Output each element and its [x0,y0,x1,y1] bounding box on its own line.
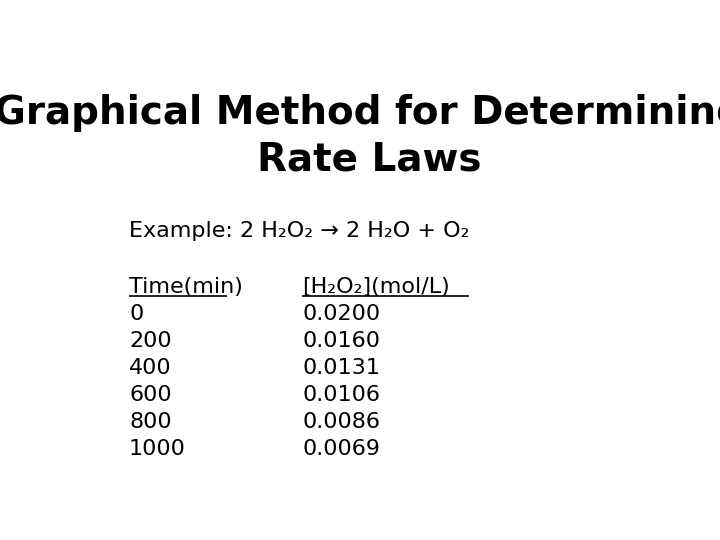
Text: Time(min): Time(min) [129,277,243,297]
Text: 0: 0 [129,304,143,324]
Text: 0.0086: 0.0086 [302,412,380,432]
Text: 0.0160: 0.0160 [302,331,380,351]
Text: Example: 2 H₂O₂ → 2 H₂O + O₂: Example: 2 H₂O₂ → 2 H₂O + O₂ [129,221,469,241]
Text: 400: 400 [129,358,171,378]
Text: Graphical Method for Determining
Rate Laws: Graphical Method for Determining Rate La… [0,94,720,179]
Text: 0.0200: 0.0200 [302,304,380,324]
Text: 600: 600 [129,385,171,405]
Text: 1000: 1000 [129,439,186,459]
Text: [H₂O₂](mol/L): [H₂O₂](mol/L) [302,277,450,297]
Text: 200: 200 [129,331,171,351]
Text: 800: 800 [129,412,171,432]
Text: 0.0131: 0.0131 [302,358,380,378]
Text: 0.0069: 0.0069 [302,439,380,459]
Text: 0.0106: 0.0106 [302,385,380,405]
